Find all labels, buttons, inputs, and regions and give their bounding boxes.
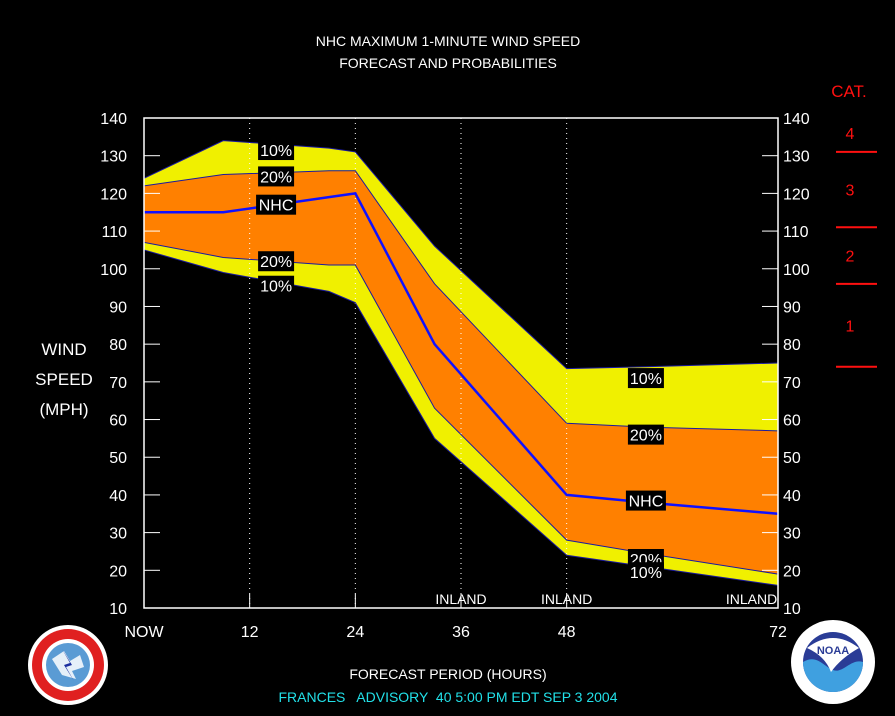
y-tick-label-left: 30	[109, 526, 127, 543]
y-tick-label-left: 130	[100, 149, 127, 166]
x-tick-label: 12	[241, 624, 259, 641]
noaa-logo: NOAA	[791, 620, 875, 704]
category-title: CAT.	[831, 82, 867, 101]
band-label: 20%	[260, 254, 292, 271]
x-axis-label: FORECAST PERIOD (HOURS)	[349, 666, 546, 682]
y-axis-label-line1: WIND	[41, 340, 86, 359]
y-tick-label-right: 50	[783, 450, 801, 467]
category-label: 4	[846, 126, 855, 143]
band-label: NHC	[629, 494, 664, 511]
y-tick-label-right: 110	[783, 224, 809, 241]
band-label-box	[258, 140, 295, 161]
y-tick-label-left: 120	[100, 186, 127, 203]
noaa-logo-text: NOAA	[817, 645, 849, 657]
y-tick-label-left: 10	[109, 601, 127, 618]
band-label: 10%	[260, 279, 292, 296]
y-axis-label-line2: SPEED	[35, 370, 93, 389]
y-tick-label-right: 10	[783, 601, 801, 618]
chart-title-line1: NHC MAXIMUM 1-MINUTE WIND SPEED	[316, 33, 580, 49]
y-tick-label-left: 140	[100, 111, 127, 128]
y-tick-label-left: 80	[109, 337, 127, 354]
y-axis-label-line3: (MPH)	[39, 400, 88, 419]
y-tick-label-left: 100	[100, 262, 127, 279]
y-tick-label-right: 70	[783, 375, 801, 392]
band-label: 10%	[630, 565, 662, 582]
grid-lines	[249, 118, 568, 608]
y-tick-label-right: 60	[783, 413, 801, 430]
category-label: 3	[846, 183, 855, 200]
band-label-box	[627, 562, 664, 583]
category-label: 2	[846, 249, 855, 266]
y-tick-label-left: 70	[109, 375, 127, 392]
chart-title-line2: FORECAST AND PROBABILITIES	[339, 55, 557, 71]
x-tick-label: 48	[558, 624, 576, 641]
band-label-box	[258, 251, 295, 272]
y-tick-label-right: 90	[783, 299, 801, 316]
series-line-upper_outer	[143, 140, 779, 370]
inland-label: INLAND	[541, 591, 592, 607]
x-tick-label: 24	[346, 624, 364, 641]
band-label-box	[258, 275, 295, 296]
category-scale: 1 2 3 4	[836, 126, 877, 368]
y-tick-label-left: 20	[109, 563, 127, 580]
category-label: 1	[846, 318, 855, 335]
y-tick-label-right: 80	[783, 337, 801, 354]
y-tick-label-left: 60	[109, 413, 127, 430]
x-tick-label: 72	[769, 624, 787, 641]
band-label-box	[627, 368, 664, 389]
y-tick-label-right: 30	[783, 526, 801, 543]
band-label: 20%	[630, 428, 662, 445]
inland-labels: INLAND INLAND INLAND	[435, 591, 777, 607]
band-label: 20%	[260, 169, 292, 186]
axis-ticks: 10 10 20 20 30 30 40 40 50 50 60 60 70 70 80 80 90 90 100 1…	[100, 111, 810, 641]
x-tick-label: NOW	[124, 624, 164, 641]
band-label-box	[625, 490, 666, 511]
y-tick-label-left: 110	[101, 224, 127, 241]
band-label-box	[258, 166, 295, 187]
y-tick-label-left: 50	[109, 450, 127, 467]
x-tick-label: 36	[452, 624, 470, 641]
y-tick-label-right: 100	[783, 262, 810, 279]
band-label: 10%	[630, 371, 662, 388]
y-tick-label-left: 40	[109, 488, 127, 505]
band-label: 10%	[260, 143, 292, 160]
band-label-box	[627, 424, 664, 445]
inland-label: INLAND	[726, 591, 777, 607]
y-tick-label-left: 90	[109, 299, 127, 316]
y-tick-label-right: 20	[783, 563, 801, 580]
y-tick-label-right: 40	[783, 488, 801, 505]
band-label-box	[256, 194, 297, 215]
inland-label: INLAND	[435, 591, 486, 607]
y-tick-label-right: 130	[783, 149, 810, 166]
nws-logo	[28, 625, 108, 705]
band-label: NHC	[259, 198, 294, 215]
y-tick-label-right: 140	[783, 111, 810, 128]
advisory-footer: FRANCES ADVISORY 40 5:00 PM EDT SEP 3 20…	[278, 689, 617, 705]
y-tick-label-right: 120	[783, 186, 810, 203]
